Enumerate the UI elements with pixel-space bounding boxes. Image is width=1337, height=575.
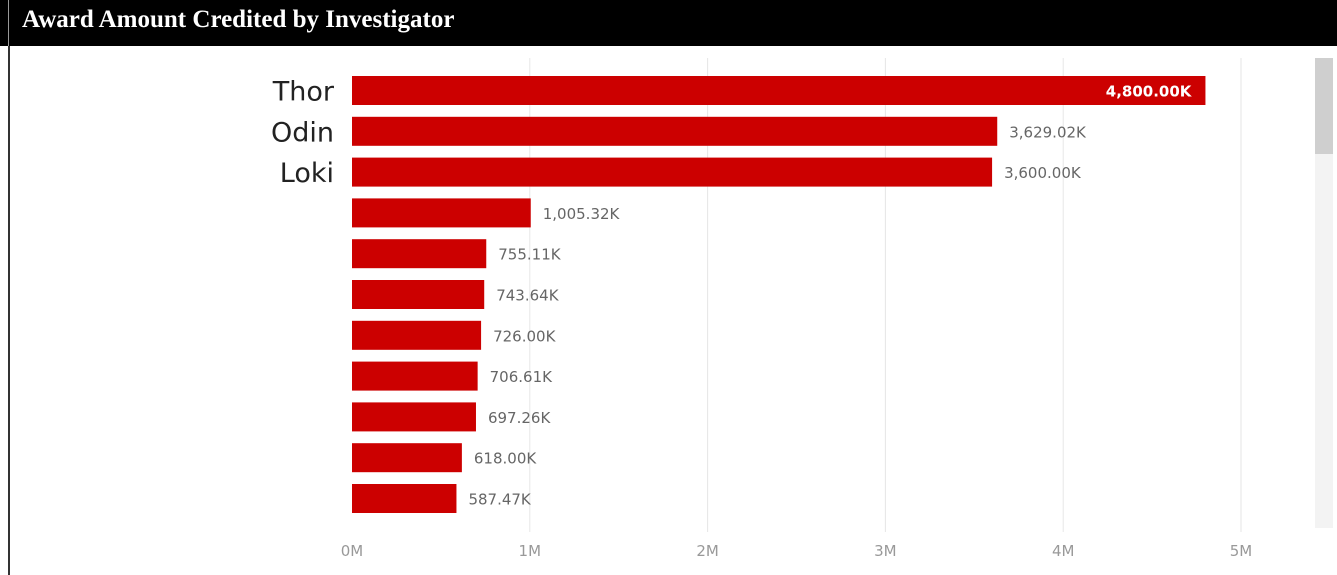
chart-title-bar: Award Amount Credited by Investigator <box>0 0 1337 46</box>
bars <box>352 76 1206 513</box>
bar[interactable] <box>352 443 462 473</box>
data-label: 4,800.00K <box>1106 83 1193 101</box>
bar[interactable] <box>352 76 1206 105</box>
bar[interactable] <box>352 280 485 309</box>
scrollbar-track[interactable] <box>1315 58 1333 528</box>
x-tick-label: 2M <box>696 542 719 560</box>
category-label: Odin <box>271 117 334 148</box>
bar[interactable] <box>352 157 993 187</box>
data-label: 706.61K <box>490 368 553 386</box>
bar[interactable] <box>352 361 478 391</box>
data-label: 3,600.00K <box>1004 164 1082 182</box>
chart-title: Award Amount Credited by Investigator <box>22 6 455 33</box>
labels: Thor 4,800.00K Odin 3,629.02K Loki 3,600.00K 1… <box>271 77 1193 509</box>
bar[interactable] <box>352 484 457 513</box>
bar[interactable] <box>352 239 487 269</box>
data-label: 618.00K <box>474 450 537 468</box>
bar-chart: Thor 4,800.00K Odin 3,629.02K Loki 3,600.00K 1… <box>271 58 1253 560</box>
data-label: 1,005.32K <box>543 205 621 223</box>
bar[interactable] <box>352 198 531 228</box>
scrollbar-thumb[interactable] <box>1315 58 1333 154</box>
bar[interactable] <box>352 320 482 350</box>
data-label: 697.26K <box>488 409 551 427</box>
data-label: 743.64K <box>496 287 559 305</box>
panel-border <box>8 46 10 575</box>
bar[interactable] <box>352 116 998 146</box>
data-label: 587.47K <box>468 491 531 509</box>
x-tick-label: 1M <box>519 542 542 560</box>
category-label: Thor <box>272 77 335 108</box>
bar[interactable] <box>352 402 476 432</box>
x-tick-label: 5M <box>1230 542 1253 560</box>
data-label: 3,629.02K <box>1009 123 1087 141</box>
x-tick-label: 3M <box>874 542 897 560</box>
data-label: 755.11K <box>498 246 561 264</box>
data-label: 726.00K <box>493 327 556 345</box>
x-tick-label: 0M <box>341 542 364 560</box>
x-tick-label: 4M <box>1052 542 1075 560</box>
category-label: Loki <box>280 158 334 189</box>
x-axis-ticks: 0M 1M 2M 3M 4M 5M <box>341 542 1253 560</box>
